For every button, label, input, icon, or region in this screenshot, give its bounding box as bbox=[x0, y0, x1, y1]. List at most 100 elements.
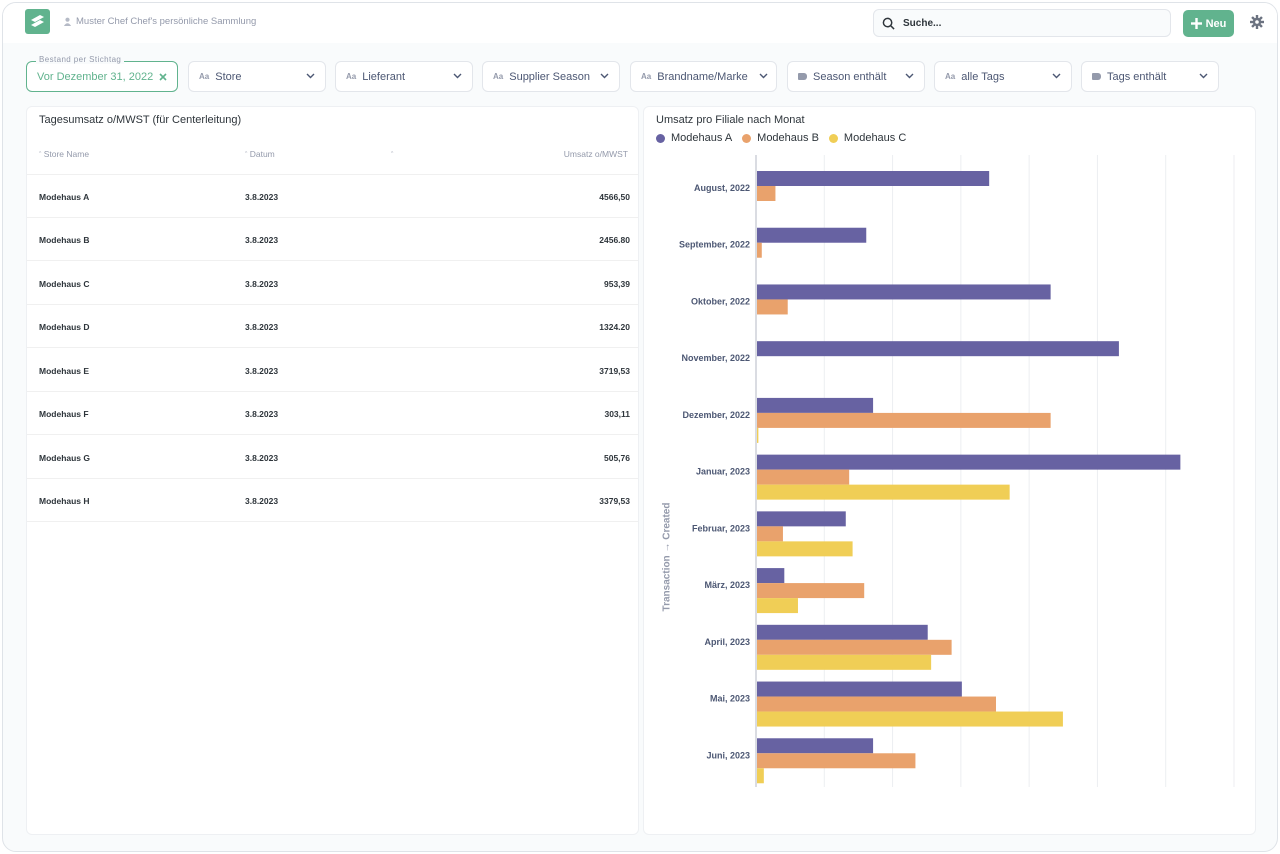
column-header-datum-label: Datum bbox=[249, 149, 275, 159]
category-label: April, 2023 bbox=[704, 637, 750, 647]
cell-store: Modehaus D bbox=[39, 322, 90, 332]
legend-label-a: Modehaus A bbox=[671, 132, 733, 144]
bar-modehaus-b[interactable] bbox=[757, 299, 788, 315]
cell-umsatz: 303,11 bbox=[604, 409, 630, 419]
bar-modehaus-a[interactable] bbox=[757, 397, 874, 413]
cell-umsatz: 4566,50 bbox=[599, 192, 630, 202]
cell-store: Modehaus A bbox=[39, 192, 90, 202]
bar-modehaus-a[interactable] bbox=[757, 511, 846, 527]
table-card: Tagesumsatz o/MWST (für Centerleitung) ˆ… bbox=[26, 106, 639, 835]
logo-icon[interactable] bbox=[25, 9, 50, 34]
text-type-icon: Aa bbox=[641, 72, 652, 81]
filter-brandname[interactable]: Aa Brandname/Marke bbox=[630, 61, 777, 92]
table-row[interactable]: Modehaus H 3.8.2023 3379,53 bbox=[27, 479, 638, 522]
tag-icon bbox=[1092, 73, 1101, 80]
legend-item-b[interactable]: Modehaus B bbox=[742, 132, 819, 144]
bar-modehaus-c[interactable] bbox=[757, 427, 759, 443]
filter-supplier-season[interactable]: Aa Supplier Season bbox=[482, 61, 620, 92]
chevron-down-icon bbox=[1199, 73, 1208, 79]
table-row[interactable]: Modehaus C 3.8.2023 953,39 bbox=[27, 262, 638, 305]
column-sort-empty[interactable]: ˆ bbox=[391, 149, 393, 159]
table-row[interactable]: Modehaus G 3.8.2023 505,76 bbox=[27, 436, 638, 479]
bar-modehaus-b[interactable] bbox=[757, 412, 1051, 428]
cell-umsatz: 953,39 bbox=[604, 279, 630, 289]
category-label: Februar, 2023 bbox=[692, 523, 750, 533]
category-label: September, 2022 bbox=[679, 240, 750, 250]
bar-modehaus-a[interactable] bbox=[757, 624, 928, 640]
cell-datum: 3.8.2023 bbox=[245, 409, 279, 419]
table-row[interactable]: Modehaus F 3.8.2023 303,11 bbox=[27, 392, 638, 435]
filter-alle-tags-label: alle Tags bbox=[961, 70, 1005, 83]
bar-modehaus-c[interactable] bbox=[757, 768, 764, 784]
bar-modehaus-b[interactable] bbox=[757, 526, 783, 542]
chevron-down-icon bbox=[1052, 73, 1061, 79]
cell-datum: 3.8.2023 bbox=[245, 192, 279, 202]
plus-icon bbox=[1190, 18, 1202, 29]
chart-title: Umsatz pro Filiale nach Monat bbox=[656, 114, 805, 126]
legend-dot-b bbox=[742, 133, 752, 143]
bar-modehaus-b[interactable] bbox=[757, 242, 762, 258]
close-icon[interactable] bbox=[159, 73, 167, 81]
column-header-store-label: Store Name bbox=[43, 149, 90, 159]
bar-modehaus-a[interactable] bbox=[757, 341, 1119, 357]
bar-modehaus-b[interactable] bbox=[757, 639, 952, 655]
bar-modehaus-b[interactable] bbox=[757, 583, 865, 599]
table-row[interactable]: Modehaus A 3.8.2023 4566,50 bbox=[27, 175, 638, 218]
category-label: März, 2023 bbox=[704, 580, 750, 590]
bar-modehaus-a[interactable] bbox=[757, 568, 785, 584]
new-button[interactable]: Neu bbox=[1183, 10, 1234, 37]
table-row[interactable]: Modehaus B 3.8.2023 2456.80 bbox=[27, 218, 638, 261]
bar-modehaus-c[interactable] bbox=[757, 654, 932, 670]
filter-stichtag[interactable]: Bestand per Stichtag Vor Dezember 31, 20… bbox=[26, 55, 178, 92]
sort-icon: ˆ bbox=[245, 152, 248, 159]
sort-icon: ˆ bbox=[391, 152, 394, 159]
column-header-datum[interactable]: ˆ Datum bbox=[245, 149, 275, 159]
legend-item-c[interactable]: Modehaus C bbox=[828, 132, 906, 144]
filter-tags-enthaelt[interactable]: Tags enthält bbox=[1081, 61, 1219, 92]
bar-modehaus-a[interactable] bbox=[757, 738, 874, 754]
search-input[interactable]: Suche... bbox=[873, 9, 1171, 37]
cell-store: Modehaus H bbox=[39, 496, 90, 506]
table-row[interactable]: Modehaus E 3.8.2023 3719,53 bbox=[27, 349, 638, 392]
column-header-umsatz[interactable]: Umsatz o/MWST bbox=[564, 149, 628, 159]
bar-modehaus-a[interactable] bbox=[757, 284, 1051, 300]
cell-umsatz: 3719,53 bbox=[599, 366, 630, 376]
cell-datum: 3.8.2023 bbox=[245, 453, 279, 463]
bar-modehaus-a[interactable] bbox=[757, 681, 962, 697]
bar-modehaus-c[interactable] bbox=[757, 541, 853, 557]
filter-alle-tags[interactable]: Aa alle Tags bbox=[934, 61, 1072, 92]
filter-stichtag-value: Vor Dezember 31, 2022 bbox=[37, 70, 154, 83]
bar-modehaus-b[interactable] bbox=[757, 753, 916, 769]
text-type-icon: Aa bbox=[945, 72, 956, 81]
filter-store[interactable]: Aa Store bbox=[188, 61, 326, 92]
filter-season-enthaelt[interactable]: Season enthält bbox=[787, 61, 925, 92]
filter-tags-enthaelt-label: Tags enthält bbox=[1107, 70, 1167, 83]
new-button-label: Neu bbox=[1205, 17, 1227, 30]
legend-item-a[interactable]: Modehaus A bbox=[656, 132, 732, 144]
bar-modehaus-b[interactable] bbox=[757, 469, 850, 485]
bar-modehaus-c[interactable] bbox=[757, 711, 1063, 727]
bar-modehaus-b[interactable] bbox=[757, 186, 776, 201]
cell-store: Modehaus B bbox=[39, 235, 90, 245]
chart-legend: Modehaus A Modehaus B Modehaus C bbox=[656, 132, 906, 144]
bar-modehaus-a[interactable] bbox=[757, 227, 867, 243]
gear-icon[interactable] bbox=[1250, 15, 1264, 29]
collection-name: Muster Chef Chef's persönliche Sammlung bbox=[76, 16, 257, 27]
bar-modehaus-b[interactable] bbox=[757, 696, 996, 712]
bar-modehaus-c[interactable] bbox=[757, 484, 1010, 500]
cell-datum: 3.8.2023 bbox=[245, 496, 279, 506]
collection-breadcrumb[interactable]: Muster Chef Chef's persönliche Sammlung bbox=[63, 16, 256, 27]
chevron-down-icon bbox=[759, 73, 768, 79]
bar-modehaus-c[interactable] bbox=[757, 598, 798, 614]
category-label: Dezember, 2022 bbox=[682, 410, 750, 420]
cell-datum: 3.8.2023 bbox=[245, 366, 279, 376]
filter-lieferant[interactable]: Aa Lieferant bbox=[335, 61, 473, 92]
bar-modehaus-a[interactable] bbox=[757, 454, 1181, 470]
filter-season-enthaelt-label: Season enthält bbox=[813, 70, 887, 83]
column-header-store[interactable]: ˆ Store Name bbox=[39, 149, 89, 159]
bar-modehaus-a[interactable] bbox=[757, 171, 990, 186]
table-row[interactable]: Modehaus D 3.8.2023 1324.20 bbox=[27, 305, 638, 348]
category-label: Mai, 2023 bbox=[710, 694, 750, 704]
filter-lieferant-label: Lieferant bbox=[362, 70, 406, 83]
